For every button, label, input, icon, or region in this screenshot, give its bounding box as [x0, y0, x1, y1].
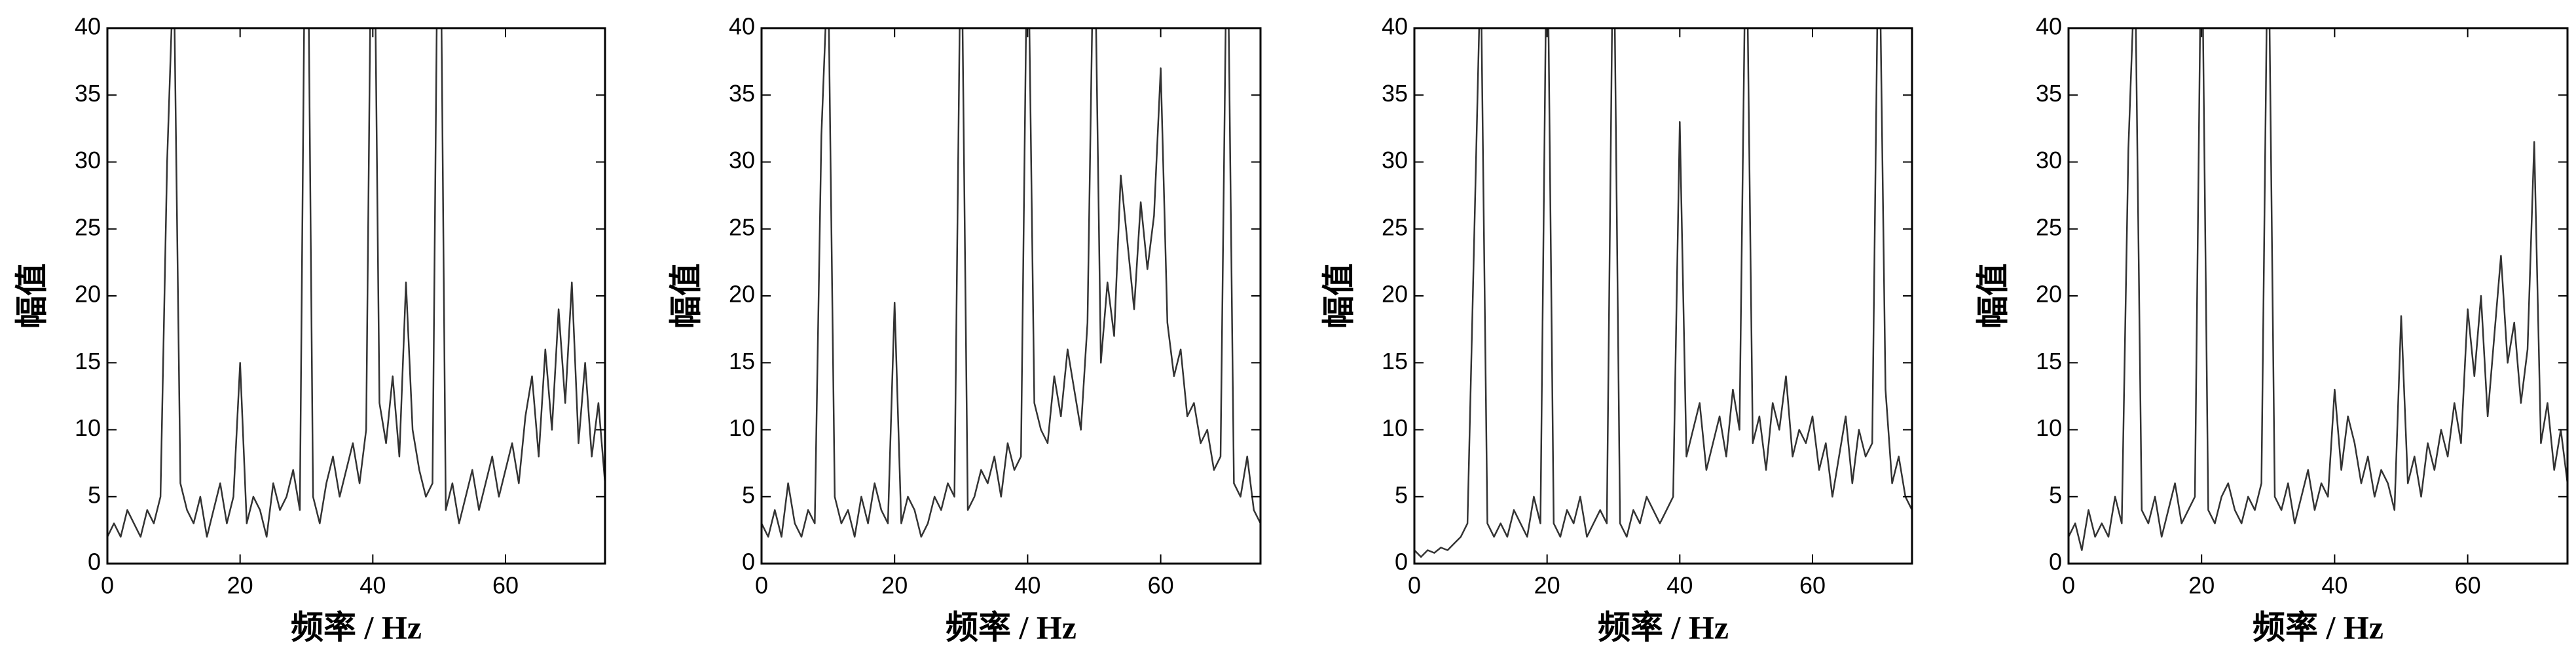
y-axis-label: 幅值: [667, 263, 704, 329]
y-tick-label: 10: [75, 414, 101, 441]
y-tick-label: 20: [729, 281, 755, 308]
x-tick-label: 0: [1408, 572, 1421, 599]
spectrum-line: [1414, 28, 1912, 558]
axes-box: [760, 27, 1262, 565]
panel: 0 5 10 15 20 25 30 35 40 0 20 40 60 频率 / Hz 幅值: [667, 13, 1262, 645]
y-tick-label: 10: [1382, 414, 1408, 441]
y-tick-label: 40: [729, 13, 755, 40]
y-tick-label: 25: [1382, 213, 1408, 240]
x-tick-label: 60: [1148, 572, 1174, 599]
x-tick-label: 0: [101, 572, 114, 599]
y-tick-label: 5: [88, 481, 101, 508]
y-tick-label: 30: [1382, 147, 1408, 173]
y-tick-label: 20: [2036, 281, 2062, 308]
y-tick-label: 25: [75, 213, 101, 240]
y-tick-label: 25: [729, 213, 755, 240]
panel: 0 5 10 15 20 25 30 35 40 0 20 40 60 频率 / Hz 幅值: [1320, 13, 1913, 645]
panel: 0 5 10 15 20 25 30 35 40 0 20 40 60 频率 / Hz 幅值: [13, 13, 606, 645]
y-tick-label: 15: [729, 348, 755, 374]
y-tick-label: 0: [88, 549, 101, 575]
y-tick-label: 10: [729, 414, 755, 441]
y-tick-label: 35: [75, 80, 101, 107]
panel: 0 5 10 15 20 25 30 35 40 0 20 40 60 频率 / Hz 幅值: [1974, 13, 2569, 645]
spectrum-line: [762, 28, 1260, 538]
x-tick-label: 20: [227, 572, 253, 599]
axes-box: [1413, 27, 1913, 565]
x-tick-label: 40: [1666, 572, 1693, 599]
y-tick-label: 15: [2036, 348, 2062, 374]
y-tick-label: 35: [1382, 80, 1408, 107]
axes-box: [2067, 27, 2569, 565]
x-axis-label: 频率 / Hz: [1598, 609, 1729, 645]
spectrum-line: [2069, 28, 2567, 551]
x-axis-label: 频率 / Hz: [291, 609, 422, 645]
y-tick-label: 15: [75, 348, 101, 374]
y-tick-label: 30: [75, 147, 101, 173]
y-tick-label: 25: [2036, 213, 2062, 240]
y-tick-label: 5: [742, 481, 755, 508]
y-axis-label: 幅值: [13, 263, 50, 329]
y-tick-label: 40: [75, 13, 101, 40]
y-tick-label: 5: [2049, 481, 2062, 508]
y-tick-label: 35: [729, 80, 755, 107]
y-tick-label: 10: [2036, 414, 2062, 441]
y-tick-label: 5: [1395, 481, 1408, 508]
y-tick-label: 0: [742, 549, 755, 575]
x-tick-label: 40: [1014, 572, 1040, 599]
axes-box: [106, 27, 606, 565]
x-tick-label: 60: [1799, 572, 1826, 599]
x-tick-label: 20: [2188, 572, 2215, 599]
y-tick-label: 30: [2036, 147, 2062, 173]
y-tick-label: 20: [1382, 281, 1408, 308]
y-tick-label: 40: [1382, 13, 1408, 40]
y-tick-label: 30: [729, 147, 755, 173]
x-tick-label: 0: [755, 572, 768, 599]
y-tick-label: 40: [2036, 13, 2062, 40]
x-tick-label: 20: [881, 572, 908, 599]
y-tick-label: 0: [2049, 549, 2062, 575]
y-tick-label: 35: [2036, 80, 2062, 107]
x-axis-label: 频率 / Hz: [2253, 609, 2383, 645]
spectrum-line: [107, 28, 605, 538]
x-tick-label: 20: [1534, 572, 1560, 599]
y-axis-label: 幅值: [1320, 263, 1357, 329]
y-tick-label: 15: [1382, 348, 1408, 374]
x-tick-label: 40: [359, 572, 386, 599]
x-tick-label: 40: [2321, 572, 2347, 599]
y-axis-label: 幅值: [1974, 263, 2011, 329]
x-tick-label: 0: [2062, 572, 2075, 599]
x-tick-label: 60: [2455, 572, 2481, 599]
x-tick-label: 60: [492, 572, 519, 599]
x-axis-label: 频率 / Hz: [946, 609, 1076, 645]
y-tick-label: 0: [1395, 549, 1408, 575]
y-tick-label: 20: [75, 281, 101, 308]
